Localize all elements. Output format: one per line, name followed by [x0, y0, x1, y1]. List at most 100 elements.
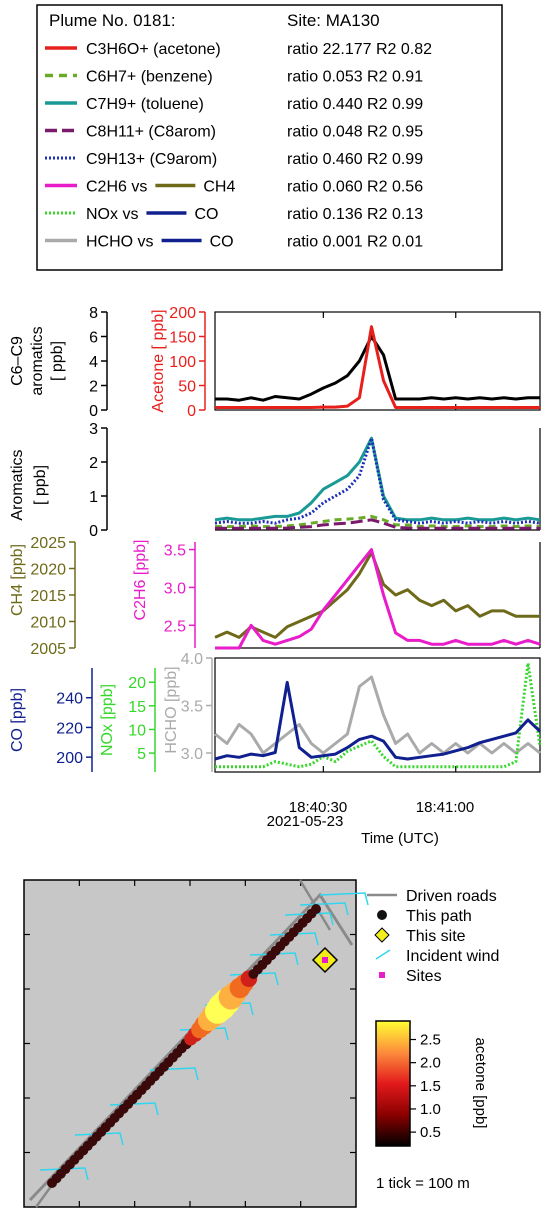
axis-nox-ticklabel: 10: [128, 722, 146, 739]
x-axis-label: Time (UTC): [361, 830, 439, 847]
axis-aromatics-ticklabel: 1: [89, 489, 98, 506]
colorbar-ticklabel: 1.0: [420, 1101, 441, 1118]
panel-aromatics: 3 2 1 0 Aromatics [ ppb]: [9, 421, 541, 540]
axis-hcho-ticklabel: 4.0: [181, 651, 203, 668]
series-c2h6: [215, 548, 541, 650]
legend-label-4: C9H13+ (C9arom): [86, 151, 217, 168]
series-hcho: [214, 675, 541, 755]
axis-aromatics-left-ticklabel: 6: [89, 330, 98, 347]
legend-stats-1: ratio 0.053 R2 0.91: [287, 69, 423, 86]
colorbar-ticks: 2.5 2.0 1.5 1.0 0.5: [410, 1032, 441, 1141]
axis-nox-ticklabel: 20: [128, 675, 146, 692]
path-dot: [311, 904, 321, 914]
legend-label-6: NOx vs: [86, 206, 138, 223]
legend-site-swatch: [374, 927, 390, 943]
driven-road-stub: [34, 1184, 54, 1208]
ylabel-c2h6: C2H6 [ppb]: [132, 540, 149, 621]
axis-nox-ticklabel: 15: [128, 699, 146, 716]
axis-ch4-ticklabel: 2015: [30, 588, 66, 605]
map-panel: Driven roads This path This site Inciden…: [23, 879, 499, 1208]
legend-stats-5: ratio 0.060 R2 0.56: [287, 179, 423, 196]
legend-label-7: HCHO vs: [86, 234, 154, 251]
plume-label: Plume No. 0181:: [49, 11, 176, 30]
ylabel-acetone: Acetone [ ppb]: [150, 309, 167, 412]
x-tick-2: 18:41:00: [416, 799, 474, 816]
colorbar-ticklabel: 2.5: [420, 1032, 441, 1049]
ylabel-c6c9-3: [ ppb]: [49, 341, 66, 381]
legend-stats-7: ratio 0.001 R2 0.01: [287, 234, 423, 251]
legend-frame: [36, 4, 503, 271]
legend-label-3: C8H11+ (C8arom): [86, 124, 216, 141]
x-date: 2021-05-23: [267, 813, 344, 830]
legend-label-0: C3H6O+ (acetone): [86, 41, 221, 58]
axis-acetone-ticklabel: 50: [178, 379, 196, 396]
axis-aromatics-ticklabel: 0: [89, 523, 98, 540]
axis-aromatics-left-ticklabel: 2: [89, 379, 98, 396]
legend-label2-5: CH4: [203, 179, 235, 196]
colorbar: [375, 1020, 411, 1147]
legend-wind-swatch: [375, 949, 391, 960]
legend-label-2: C7H9+ (toluene): [86, 96, 204, 113]
panel-co-nox-hcho: 240 220 200 CO [ppb] 20 15 10 5 NOx [ppb] 4.0 3.5 3…: [9, 651, 542, 773]
legend-stats-4: ratio 0.460 R2 0.99: [287, 151, 423, 168]
wind-barb: [74, 1132, 124, 1146]
axis-nox-ticklabel: 5: [137, 746, 146, 763]
legend-label-5: C2H6 vs: [86, 179, 147, 196]
panel-acetone-frame: [214, 311, 541, 411]
site-label: Site: MA130: [287, 11, 380, 30]
legend-stats-0: ratio 22.177 R2 0.82: [287, 41, 432, 58]
axis-ch4-ticklabel: 2020: [30, 562, 66, 579]
colorbar-ticklabel: 0.5: [420, 1124, 441, 1141]
legend-label2-6: CO: [194, 206, 218, 223]
axis-hcho-ticklabel: 3.0: [181, 746, 203, 763]
axis-acetone-ticklabel: 0: [187, 403, 196, 420]
colorbar-label: acetone [ppb]: [472, 1038, 489, 1129]
wind-barb: [319, 892, 369, 906]
ylabel-c6c9-2: aromatics: [29, 326, 46, 395]
axis-c2h6-ticklabel: 3.0: [164, 580, 186, 597]
incident-wind-barbs: [39, 892, 369, 1181]
legend-sites-label: Sites: [406, 968, 442, 985]
panel-acetone: 8 6 4 2 0 C6–C9 aromatics[ ppb] 200 150 100 50 0 Ace…: [9, 305, 541, 420]
legend-path-label: This path: [406, 908, 472, 925]
legend-stats-6: ratio 0.136 R2 0.13: [287, 206, 423, 223]
axis-aromatics-left-ticklabel: 0: [89, 403, 98, 420]
ylabel-hcho: HCHO [ppb]: [163, 666, 180, 753]
legend-roads-label: Driven roads: [406, 888, 497, 905]
axis-hcho-ticklabel: 3.5: [181, 699, 203, 716]
legend-site-label: This site: [406, 928, 466, 945]
legend-rows: C3H6O+ (acetone) ratio 22.177 R2 0.82 C6H7…: [45, 41, 432, 251]
series-c6h7+: [215, 514, 541, 529]
axis-ch4-ticklabel: 2010: [30, 615, 66, 632]
wind-barb: [249, 952, 299, 966]
this-path-dots: [47, 904, 321, 1188]
axis-acetone-ticklabel: 100: [169, 354, 196, 371]
ylabel-ch4: CH4 [ppb]: [9, 544, 26, 616]
colorbar-ticklabel: 1.5: [420, 1078, 441, 1095]
ylabel-aromatics-1: Aromatics: [9, 449, 26, 520]
legend-label-1: C6H7+ (benzene): [86, 69, 213, 86]
ylabel-co: CO [ppb]: [9, 688, 26, 752]
legend-stats-2: ratio 0.440 R2 0.99: [287, 96, 423, 113]
series-c8h11+: [215, 518, 540, 530]
axis-co-ticklabel: 200: [56, 750, 83, 767]
axis-ch4-ticklabel: 2005: [30, 641, 66, 658]
x-tick-1: 18:40:30: [289, 799, 347, 816]
axis-aromatics-ticklabel: 2: [89, 455, 98, 472]
map-legend: Driven roads This path This site Inciden…: [367, 888, 499, 985]
panel-co-frame: [214, 657, 541, 773]
axis-aromatics-ticklabel: 3: [89, 421, 98, 438]
axis-c2h6-ticklabel: 2.5: [164, 618, 186, 635]
axis-c2h6-ticklabel: 3.5: [164, 543, 186, 560]
series-aromatics-total: [215, 335, 540, 402]
axis-aromatics-left-ticklabel: 4: [89, 354, 98, 371]
series-c7h9+: [214, 436, 541, 522]
map-ticks: [24, 880, 356, 1207]
ylabel-c6c9-1: C6–C9: [9, 336, 26, 386]
legend-panel: Plume No. 0181: Site: MA130 C3H6O+ (acet…: [36, 4, 503, 271]
series-ch4: [214, 551, 540, 639]
legend-label2-7: CO: [210, 234, 234, 251]
